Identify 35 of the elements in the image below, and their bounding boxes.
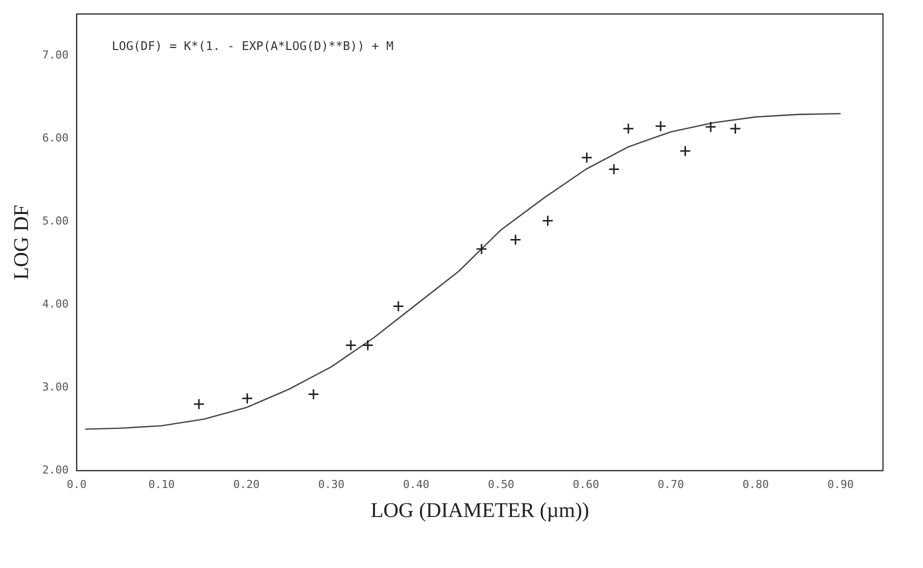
x-tick-label: 0.60: [572, 478, 600, 492]
y-tick-label: 2.00: [42, 463, 69, 476]
point: [622, 122, 634, 134]
x-tick-label: 0.70: [658, 478, 684, 492]
y-tick-label: 3.00: [42, 380, 69, 394]
point: [345, 339, 357, 351]
point: [542, 214, 554, 226]
x-tick-label: 0.50: [488, 478, 514, 492]
point: [392, 300, 404, 312]
point: [510, 234, 522, 246]
point: [704, 121, 716, 133]
x-tick-label: 0.30: [318, 478, 345, 492]
point: [242, 392, 254, 404]
point: [679, 145, 691, 157]
point: [193, 398, 205, 410]
point: [308, 388, 320, 400]
y-tick-label: 4.00: [42, 297, 69, 310]
y-axis-title: LOG DF: [9, 204, 34, 280]
point: [362, 339, 374, 351]
x-tick-label: 0.90: [827, 478, 854, 492]
point: [730, 122, 742, 134]
point: [581, 152, 593, 164]
y-tick-label: 6.00: [42, 131, 69, 144]
x-axis-title: LOG (DIAMETER (µm)): [370, 498, 590, 522]
point: [654, 120, 666, 132]
y-tick-label: 5.00: [42, 214, 69, 228]
y-tick-label: 7.00: [42, 48, 69, 62]
x-tick-label: 0.40: [402, 478, 430, 492]
x-tick-label: 0.20: [233, 478, 260, 492]
annotation: LOG(DF) = K*(1. - EXP(A*LOG(D)**B)) + M: [112, 39, 394, 54]
x-tick-label: 0.0: [66, 478, 87, 492]
point: [476, 243, 488, 255]
x-tick-label: 0.80: [742, 478, 769, 492]
point: [608, 163, 620, 175]
x-tick-label: 0.10: [148, 478, 175, 492]
